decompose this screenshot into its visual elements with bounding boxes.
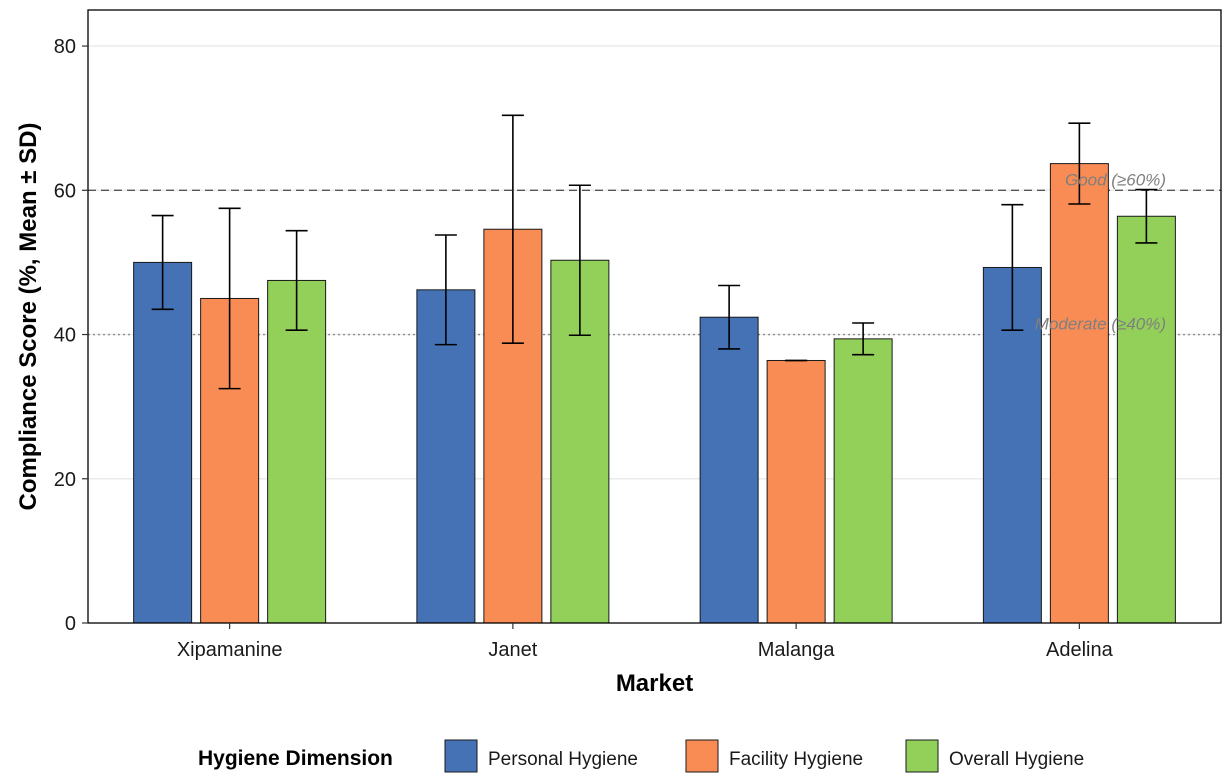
- x-axis-ticks: Xipamanine Janet Malanga Adelina: [177, 623, 1114, 661]
- legend-title: Hygiene Dimension: [198, 747, 393, 770]
- legend-item-label: Personal Hygiene: [488, 749, 638, 770]
- bar: [833, 338, 893, 624]
- bar: [766, 359, 826, 624]
- legend-swatch: [444, 739, 478, 773]
- x-tick-label: Malanga: [758, 639, 836, 661]
- legend-item-label: Facility Hygiene: [729, 749, 863, 770]
- reference-labels: Good (≥60%) Moderate (≥40%): [1035, 170, 1166, 333]
- y-tick-label: 40: [54, 325, 76, 347]
- y-tick-label: 0: [65, 613, 76, 635]
- x-tick-label: Janet: [488, 639, 537, 661]
- x-axis-title: Market: [616, 670, 693, 697]
- bar: [133, 261, 193, 624]
- reference-line-label: Good (≥60%): [1065, 170, 1166, 189]
- bars: [133, 163, 1176, 624]
- legend-swatch: [905, 739, 939, 773]
- plot-panel-border: [87, 9, 1222, 624]
- bar: [1116, 215, 1176, 624]
- bar: [1049, 163, 1109, 624]
- bar: [267, 279, 327, 624]
- x-tick-label: Adelina: [1046, 639, 1114, 661]
- legend-item-label: Overall Hygiene: [949, 749, 1084, 770]
- reference-lines: [88, 189, 1221, 336]
- error-bars: [151, 114, 1158, 390]
- y-tick-label: 60: [54, 180, 76, 202]
- y-axis-title: Compliance Score (%, Mean ± SD): [15, 123, 42, 511]
- y-tick-label: 20: [54, 469, 76, 491]
- legend: Hygiene Dimension Personal Hygiene Facili…: [198, 739, 1084, 773]
- y-axis-ticks: 0 20 40 60 80: [54, 36, 88, 635]
- legend-swatch: [685, 739, 719, 773]
- x-tick-label: Xipamanine: [177, 639, 283, 661]
- reference-line-label: Moderate (≥40%): [1035, 315, 1166, 334]
- bar: [699, 316, 759, 624]
- y-tick-label: 80: [54, 36, 76, 58]
